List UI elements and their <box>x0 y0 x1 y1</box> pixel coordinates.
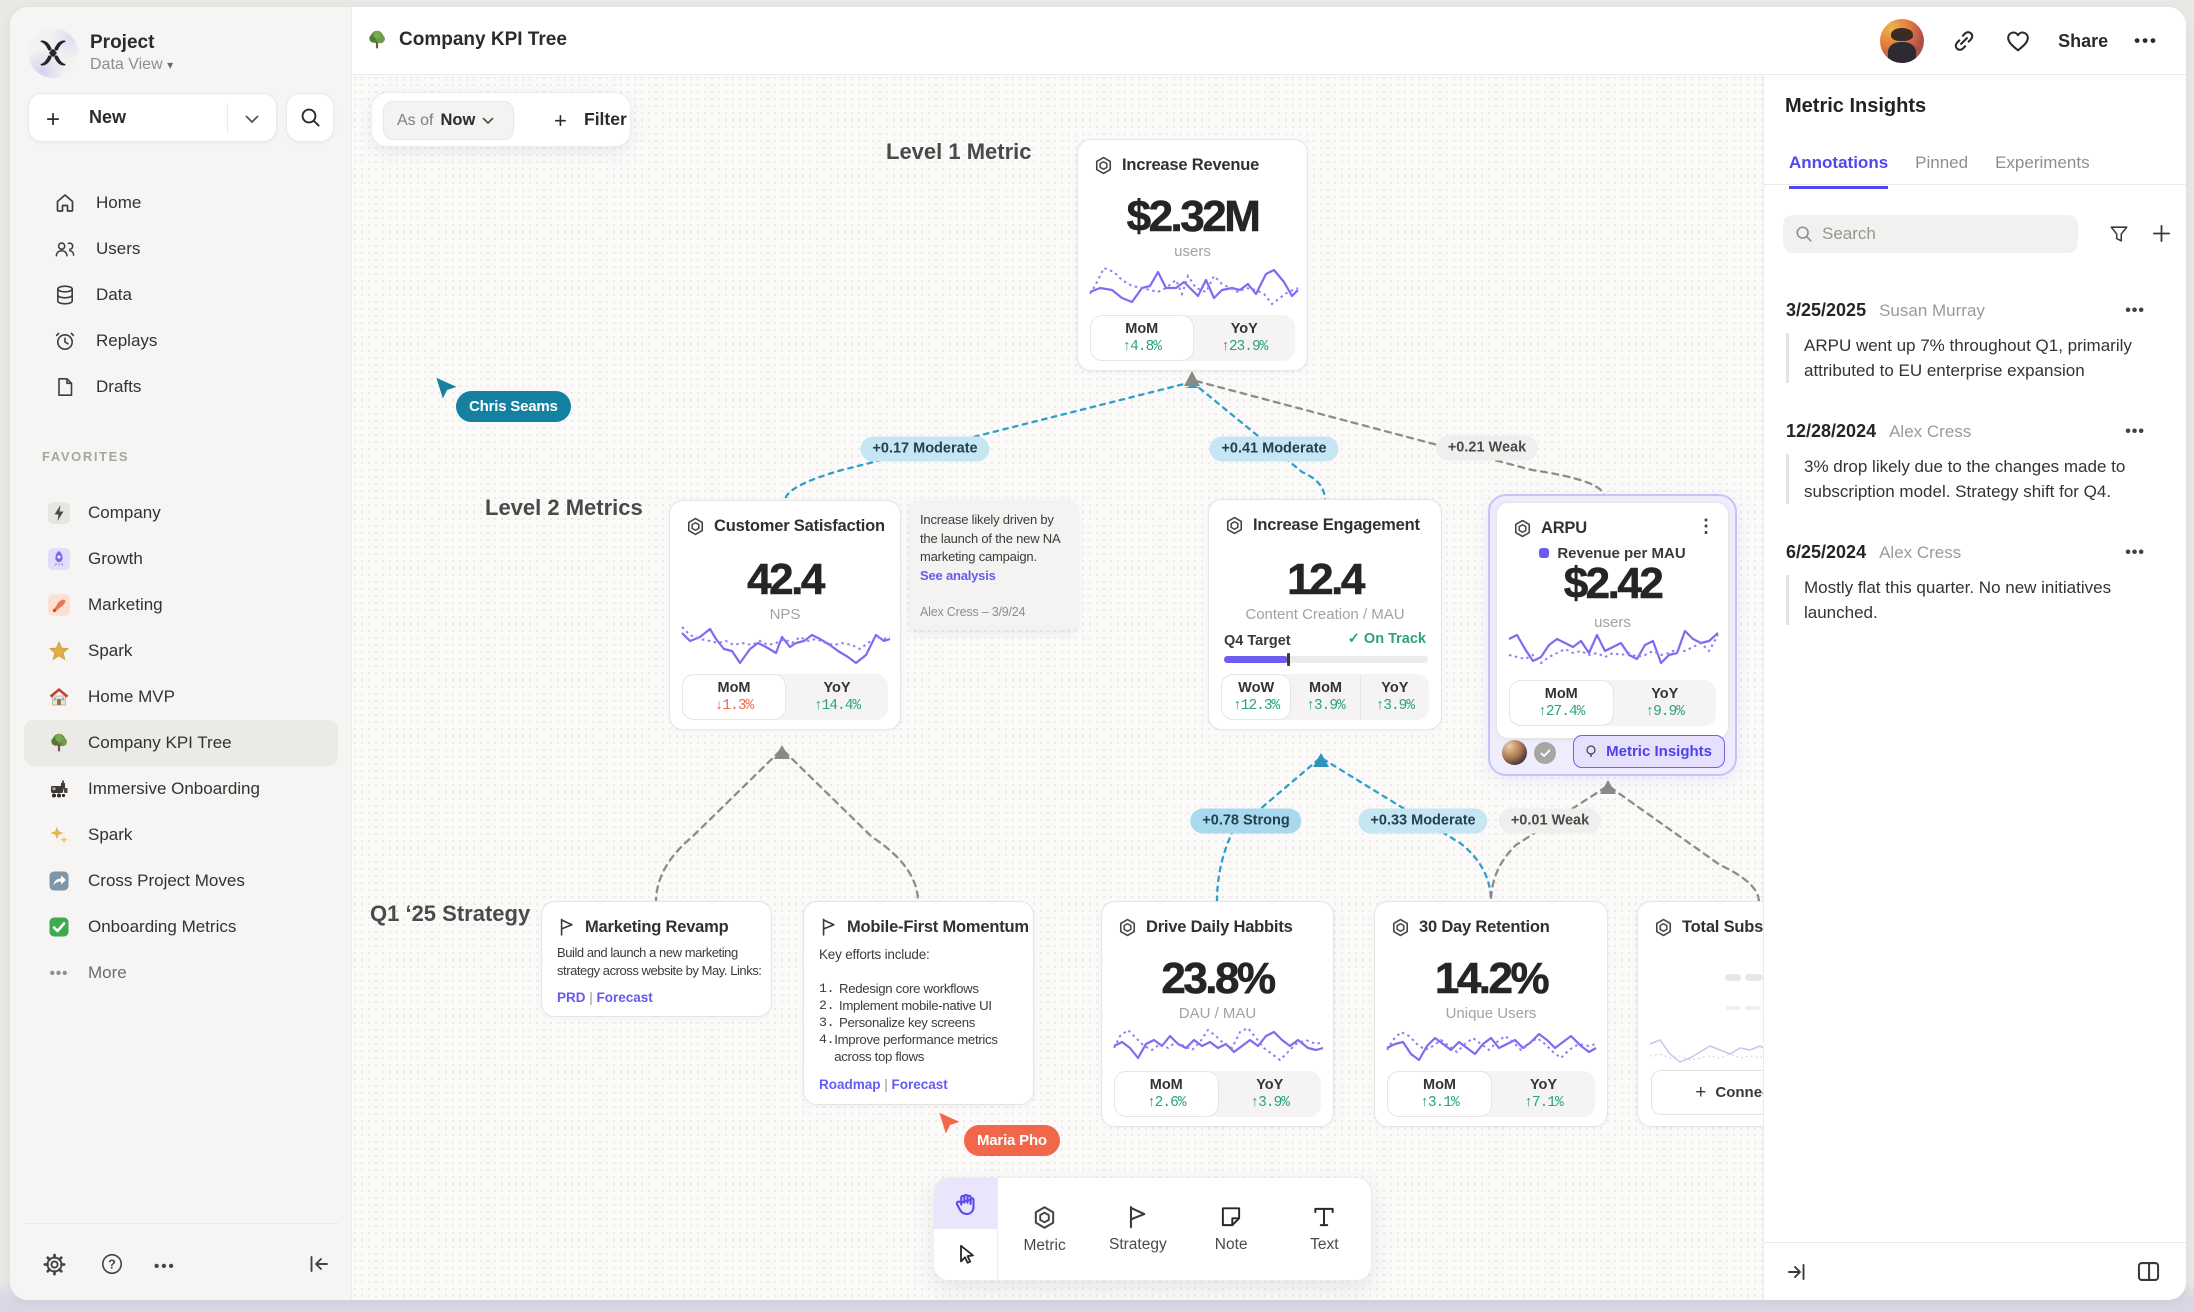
svg-text:?: ? <box>108 1257 116 1271</box>
